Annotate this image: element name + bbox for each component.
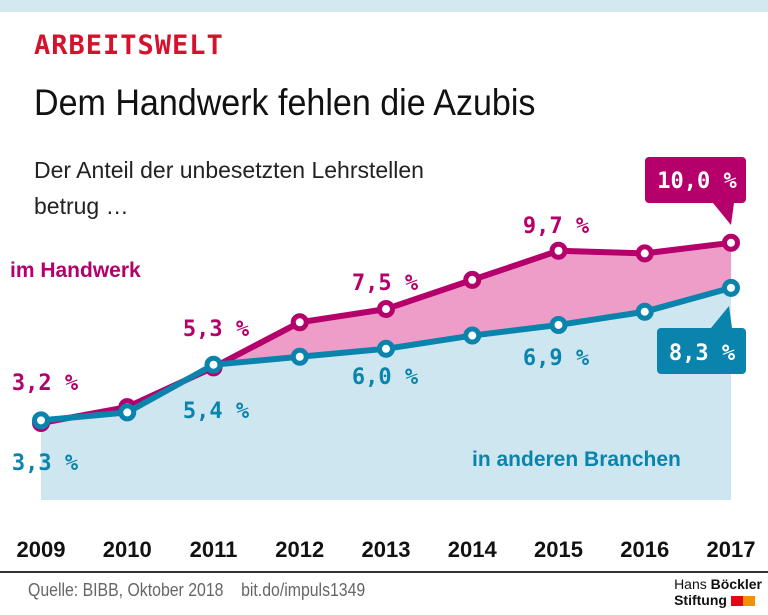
data-label-andere: 6,0 % — [352, 365, 419, 390]
callout-handwerk — [645, 157, 746, 225]
page-title: Dem Handwerk fehlen die Azubis — [34, 82, 536, 123]
x-tick-label: 2013 — [362, 537, 411, 562]
logo-text-1: Hans — [674, 576, 711, 592]
andere-point — [32, 411, 50, 430]
subtitle-line-1: Der Anteil der unbesetzten Lehrstellen — [34, 157, 424, 183]
source-text: Quelle: BIBB, Oktober 2018 bit.do/impuls… — [28, 580, 366, 600]
data-label-andere: 6,9 % — [523, 346, 590, 371]
handwerk-point — [549, 241, 568, 260]
logo-square-orange — [742, 596, 755, 607]
andere-point — [722, 278, 740, 297]
x-tick-label: 2014 — [448, 537, 498, 562]
series-label-handwerk: im Handwerk — [10, 259, 141, 282]
andere-point — [463, 326, 482, 345]
andere-point — [204, 355, 223, 374]
data-label-handwerk: 3,2 % — [12, 371, 79, 396]
logo: Hans Böckler Stiftung — [674, 576, 762, 608]
subtitle: Der Anteil der unbesetzten Lehrstellen b… — [34, 152, 424, 224]
top-band — [0, 0, 768, 12]
handwerk-point — [463, 270, 482, 289]
handwerk-point — [722, 233, 740, 252]
data-label-handwerk: 9,7 % — [523, 214, 590, 239]
x-tick-label: 2010 — [103, 537, 152, 562]
x-tick-label: 2011 — [190, 537, 238, 562]
andere-point — [290, 347, 309, 366]
x-tick-label: 2009 — [17, 537, 66, 562]
series-label-andere: in anderen Branchen — [472, 448, 681, 471]
data-label-handwerk: 7,5 % — [352, 271, 419, 296]
data-label-handwerk: 5,3 % — [183, 317, 250, 342]
callout-andere — [657, 306, 746, 374]
kicker: ARBEITSWELT — [34, 30, 224, 61]
x-tick-label: 2016 — [620, 537, 669, 562]
logo-text-2: Böckler — [710, 576, 762, 592]
callout-label-andere: 8,3 % — [669, 341, 736, 366]
handwerk-point — [635, 244, 654, 263]
data-label-andere: 5,4 % — [183, 399, 250, 424]
x-tick-label: 2012 — [275, 537, 324, 562]
x-tick-label: 2015 — [534, 537, 583, 562]
handwerk-point — [290, 313, 309, 332]
logo-square-red — [730, 596, 743, 607]
logo-text-3: Stiftung — [674, 592, 727, 608]
andere-point — [377, 339, 395, 358]
callout-label-handwerk: 10,0 % — [657, 169, 737, 194]
x-tick-label: 2017 — [707, 537, 756, 562]
andere-point — [549, 315, 568, 334]
data-label-andere: 3,3 % — [12, 451, 79, 476]
andere-area — [41, 287, 731, 500]
andere-point — [635, 302, 654, 321]
subtitle-line-2: betrug … — [34, 193, 129, 219]
andere-point — [118, 403, 137, 422]
footer-divider — [0, 571, 768, 573]
handwerk-point — [377, 300, 395, 319]
handwerk-area — [41, 242, 731, 423]
